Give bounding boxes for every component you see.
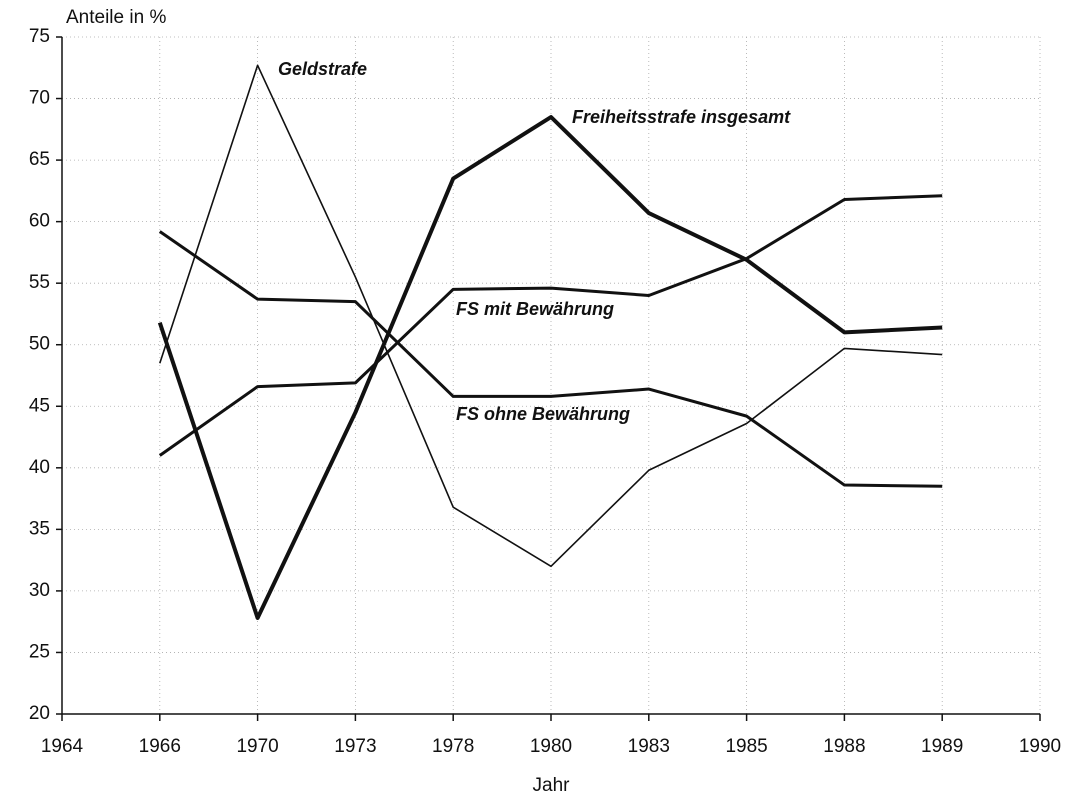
series-label: FS ohne Bewährung <box>456 404 630 424</box>
y-tick-label: 55 <box>29 272 50 293</box>
x-tick-label: 1978 <box>432 736 474 757</box>
x-tick-label: 1983 <box>628 736 670 757</box>
y-tick-label: 25 <box>29 641 50 662</box>
series-line <box>158 194 943 457</box>
y-tick-label: 65 <box>29 149 50 170</box>
x-tick-label: 1990 <box>1019 736 1061 757</box>
y-tick-label: 20 <box>29 703 50 724</box>
x-tick-label: 1980 <box>530 736 572 757</box>
x-tick-label: 1973 <box>334 736 376 757</box>
x-tick-label: 1964 <box>41 736 84 757</box>
y-tick-label: 70 <box>29 88 50 109</box>
x-tick-label: 1988 <box>823 736 865 757</box>
y-tick-label: 35 <box>29 518 50 539</box>
series-label: Geldstrafe <box>278 59 367 79</box>
y-axis-label: Anteile in % <box>66 7 166 28</box>
y-tick-label: 60 <box>29 211 50 232</box>
x-tick-label: 1985 <box>725 736 767 757</box>
series-line <box>159 64 943 568</box>
y-tick-label: 75 <box>29 26 50 47</box>
y-tick-label: 45 <box>29 395 50 416</box>
x-tick-label: 1966 <box>139 736 181 757</box>
series-line <box>157 115 943 620</box>
y-tick-label: 30 <box>29 580 50 601</box>
y-tick-label: 50 <box>29 334 50 355</box>
x-tick-label: 1970 <box>236 736 278 757</box>
y-tick-label: 40 <box>29 457 50 478</box>
series-label: FS mit Bewährung <box>456 299 614 319</box>
series-label: Freiheitsstrafe insgesamt <box>572 107 791 127</box>
series-line <box>158 230 943 488</box>
x-tick-label: 1989 <box>921 736 963 757</box>
x-axis-label: Jahr <box>533 775 571 796</box>
